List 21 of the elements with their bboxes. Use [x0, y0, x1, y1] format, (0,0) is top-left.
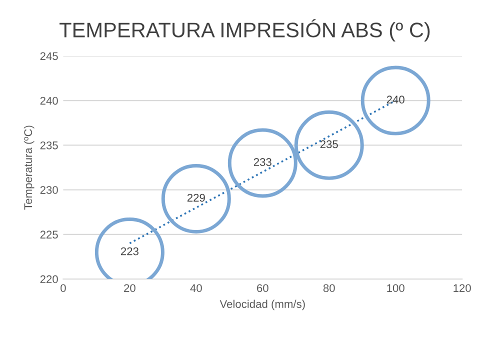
data-label: 235	[320, 140, 338, 148]
data-label: 233	[254, 158, 272, 166]
x-tick-label: 40	[190, 284, 202, 292]
y-axis-title: Temperatura (ºC)	[24, 126, 34, 210]
chart-title: TEMPERATURA IMPRESIÓN ABS (º C)	[60, 19, 430, 42]
x-tick-label: 0	[60, 284, 66, 292]
y-tick-label: 240	[40, 96, 58, 105]
data-label: 223	[120, 247, 138, 256]
data-label: 240	[386, 96, 404, 104]
y-tick-label: 245	[40, 52, 58, 60]
y-tick-label: 230	[40, 186, 58, 194]
y-tick-label: 220	[40, 275, 58, 284]
x-tick-label: 120	[454, 284, 471, 292]
x-axis-title: Velocidad (mm/s)	[220, 300, 305, 310]
x-tick-label: 80	[323, 284, 335, 292]
x-tick-label: 20	[124, 284, 136, 292]
x-tick-label: 60	[257, 284, 268, 292]
y-tick-label: 235	[40, 141, 58, 150]
data-label: 229	[187, 194, 205, 202]
y-tick-label: 225	[40, 230, 58, 239]
x-tick-label: 100	[387, 284, 404, 292]
